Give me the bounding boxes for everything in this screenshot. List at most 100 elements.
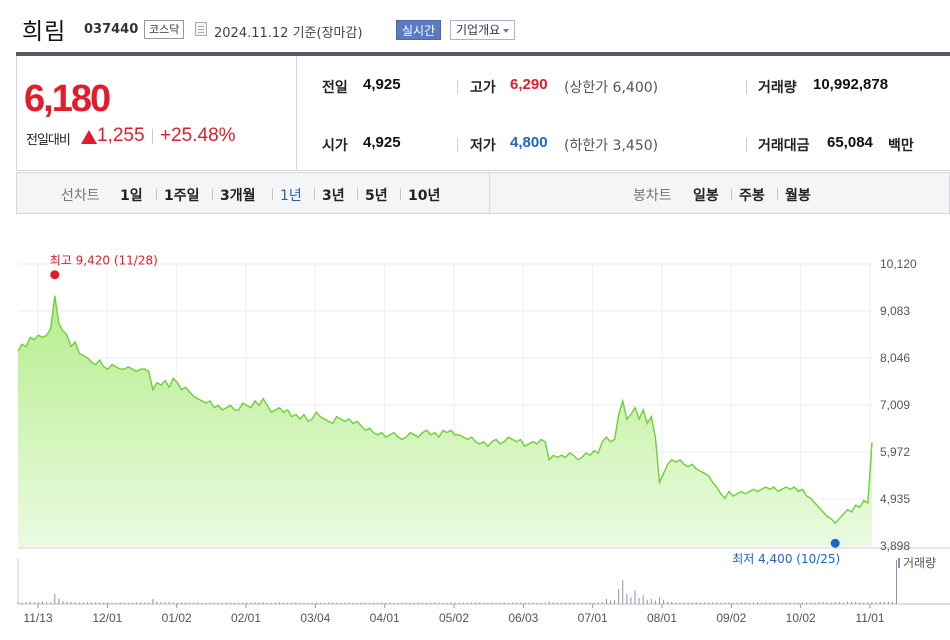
volume-bar (891, 601, 893, 604)
volume-bar (266, 602, 268, 604)
stat-separator (457, 80, 458, 94)
volume-bar (50, 602, 52, 604)
volume-bar (119, 602, 121, 604)
volume-bar (368, 602, 370, 604)
volume-bar (46, 602, 48, 604)
volume-bar (773, 602, 775, 604)
volume-bar (789, 602, 791, 604)
volume-bar (413, 602, 415, 604)
volume-bar (303, 602, 305, 604)
period-10y[interactable]: 10년 (408, 188, 441, 204)
low-label: 저가 (470, 138, 496, 154)
quote-date: 2024.11.12 기준(장마감) (214, 22, 363, 41)
volume-bar (540, 602, 542, 604)
volume-bar (842, 602, 844, 604)
open-value: 4,925 (363, 134, 401, 151)
volume-bar (679, 602, 681, 604)
volume-bar (855, 602, 857, 604)
volume-bar (556, 602, 558, 604)
company-info-dropdown[interactable]: 기업개요 (450, 20, 516, 40)
volume-bar (103, 602, 105, 604)
x-tick-label: 09/02 (716, 611, 746, 625)
volume-bar (323, 602, 325, 604)
volume-bar (822, 601, 824, 604)
y-axis: 10,120 9,083 8,046 7,009 5,972 4,935 3,898 (880, 257, 917, 553)
volume-bar (720, 602, 722, 604)
price-cell: 6,180 전일대비 1,255 +25.48% (16, 56, 297, 171)
volume-bar (532, 602, 534, 604)
volume-bar (209, 602, 211, 604)
period-1w[interactable]: 1주일 (164, 188, 200, 204)
volume-bar (479, 602, 481, 604)
volume-bar (548, 601, 550, 604)
volume-bar (769, 602, 771, 604)
period-separator (357, 188, 358, 200)
volume-bar (642, 595, 644, 604)
period-5y[interactable]: 5년 (365, 188, 388, 204)
volume-bar (17, 601, 19, 604)
change-separator (152, 129, 153, 144)
volume-bar (802, 602, 804, 604)
stat-separator (457, 138, 458, 152)
x-tick-label: 11/01 (855, 611, 884, 625)
period-3y[interactable]: 3년 (322, 188, 345, 204)
volume-bar (516, 602, 518, 604)
volume-bar (417, 602, 419, 604)
volume-bar (115, 602, 117, 604)
volume-bar (70, 601, 72, 604)
volume-bar (364, 602, 366, 604)
period-1y[interactable]: 1년 (280, 188, 302, 204)
volume-bar (810, 602, 812, 604)
volume-bar (221, 602, 223, 604)
volume-bar (299, 602, 301, 604)
stock-header: 희림 037440 코스닥 2024.11.12 기준(장마감) 실시간 기업개… (0, 0, 950, 52)
volume-bar (438, 602, 440, 604)
volume-bar (830, 602, 832, 604)
x-tick-label: 03/04 (300, 611, 330, 625)
volume-bar (732, 602, 734, 604)
period-1d[interactable]: 1일 (120, 188, 143, 204)
change-percent: +25.48% (160, 125, 236, 146)
volume-bar (560, 602, 562, 604)
volume-bar (565, 602, 567, 604)
volume-bar (336, 602, 338, 604)
high-value: 6,290 (510, 76, 548, 93)
volume-bar (430, 602, 432, 604)
y-tick-label: 7,009 (880, 398, 910, 412)
candle-monthly[interactable]: 월봉 (785, 188, 811, 204)
x-tick-label: 02/01 (231, 611, 261, 625)
volume-bar (246, 602, 248, 604)
volume-bar (193, 602, 195, 604)
volume-bar (859, 602, 861, 604)
volume-bar (458, 602, 460, 604)
volume-bar (634, 590, 636, 604)
period-3m[interactable]: 3개월 (220, 188, 256, 204)
volume-bar (450, 602, 452, 604)
volume-bar (352, 602, 354, 604)
y-tick-label: 4,935 (880, 492, 910, 506)
volume-bar (585, 602, 587, 604)
volume-bar (74, 602, 76, 604)
volume-bar (748, 602, 750, 604)
candle-daily[interactable]: 일봉 (693, 188, 719, 204)
volume-bar (887, 601, 889, 604)
volume-bar (818, 602, 820, 604)
volume-bars: 거래량 (17, 556, 936, 604)
volume-bar (536, 602, 538, 604)
candle-chart-title: 봉차트 (633, 188, 672, 204)
chevron-down-icon (503, 28, 510, 33)
volume-bar (826, 602, 828, 604)
volume-bar (111, 602, 113, 604)
low-value: 4,800 (510, 134, 548, 151)
volume-bar (107, 602, 109, 604)
volume-bar (487, 602, 489, 604)
candle-weekly[interactable]: 주봉 (739, 188, 765, 204)
volume-bar (552, 602, 554, 604)
volume-bar (201, 602, 203, 604)
realtime-button[interactable]: 실시간 (396, 20, 442, 40)
volume-bar (503, 602, 505, 604)
volume-bar (654, 600, 656, 604)
volume-bar (728, 602, 730, 604)
volume-legend-swatch (898, 558, 900, 568)
volume-bar (197, 602, 199, 604)
